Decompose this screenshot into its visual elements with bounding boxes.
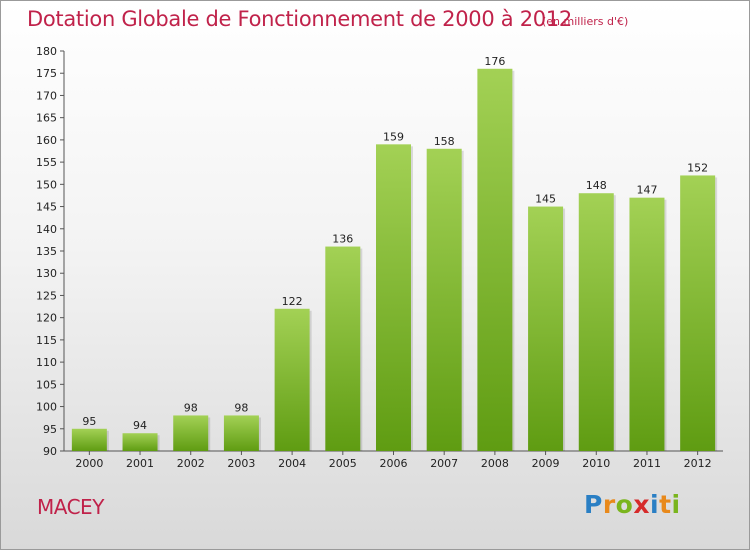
logo-letter: o <box>615 490 634 519</box>
data-label-2010: 148 <box>586 179 607 192</box>
data-label-2000: 95 <box>82 415 96 428</box>
x-tick-label-2001: 2001 <box>126 457 154 470</box>
chart-title: Dotation Globale de Fonctionnement de 20… <box>27 7 572 31</box>
bar-2009 <box>528 206 564 451</box>
bar-2011 <box>629 197 665 451</box>
x-tick-label-2012: 2012 <box>684 457 712 470</box>
bar-2003 <box>223 415 259 451</box>
y-tick-label: 105 <box>36 378 57 391</box>
chart-subtitle: (en milliers d'€) <box>542 15 629 28</box>
bar-2000 <box>71 428 107 451</box>
y-tick-label: 155 <box>36 156 57 169</box>
logo-letter: t <box>659 490 672 519</box>
bar-2008 <box>477 68 513 452</box>
data-label-2009: 145 <box>535 193 556 206</box>
y-tick-label: 95 <box>43 423 57 436</box>
bar-2010 <box>578 193 614 451</box>
y-tick-label: 160 <box>36 134 57 147</box>
y-tick-label: 175 <box>36 67 57 80</box>
data-label-2004: 122 <box>282 295 303 308</box>
x-tick-label-2004: 2004 <box>278 457 306 470</box>
y-tick-label: 165 <box>36 112 57 125</box>
y-tick-label: 130 <box>36 267 57 280</box>
bar-2005 <box>325 246 361 451</box>
data-label-2002: 98 <box>184 401 198 414</box>
y-tick-label: 150 <box>36 178 57 191</box>
bar-2012 <box>680 175 716 451</box>
data-label-2012: 152 <box>687 161 708 174</box>
bar-2006 <box>376 144 411 452</box>
y-tick-label: 145 <box>36 201 57 214</box>
y-tick-label: 170 <box>36 89 57 102</box>
logo-letter: i <box>671 490 681 519</box>
logo-letter: P <box>584 490 603 519</box>
y-tick-label: 120 <box>36 312 57 325</box>
bar-2002 <box>173 415 209 451</box>
y-tick-label: 140 <box>36 223 57 236</box>
data-label-2008: 176 <box>484 55 505 68</box>
bar-2004 <box>274 308 310 451</box>
logo-letter: i <box>650 490 660 519</box>
x-tick-label-2009: 2009 <box>532 457 560 470</box>
y-tick-label: 135 <box>36 245 57 258</box>
x-tick-label-2003: 2003 <box>227 457 255 470</box>
data-label-2006: 159 <box>383 130 404 143</box>
x-tick-label-2010: 2010 <box>582 457 610 470</box>
x-tick-label-2002: 2002 <box>177 457 205 470</box>
x-tick-label-2008: 2008 <box>481 457 509 470</box>
data-label-2001: 94 <box>133 419 147 432</box>
logo-letter: x <box>633 490 650 519</box>
y-tick-label: 115 <box>36 334 57 347</box>
bar-2001 <box>122 433 158 451</box>
y-tick-label: 90 <box>43 445 57 458</box>
bar-2007 <box>426 148 462 451</box>
y-tick-label: 180 <box>36 45 57 58</box>
y-tick-label: 125 <box>36 289 57 302</box>
x-tick-label-2006: 2006 <box>380 457 408 470</box>
x-tick-label-2000: 2000 <box>75 457 103 470</box>
y-tick-label: 100 <box>36 401 57 414</box>
data-label-2005: 136 <box>332 233 353 246</box>
data-label-2003: 98 <box>234 401 248 414</box>
y-tick-label: 110 <box>36 356 57 369</box>
data-label-2011: 147 <box>636 184 657 197</box>
x-tick-label-2007: 2007 <box>430 457 458 470</box>
logo-letter: r <box>602 490 616 519</box>
proxiti-logo: Proxiti <box>584 490 681 519</box>
x-tick-label-2005: 2005 <box>329 457 357 470</box>
x-tick-label-2011: 2011 <box>633 457 661 470</box>
data-label-2007: 158 <box>434 135 455 148</box>
commune-name: MACEY <box>37 495 104 519</box>
